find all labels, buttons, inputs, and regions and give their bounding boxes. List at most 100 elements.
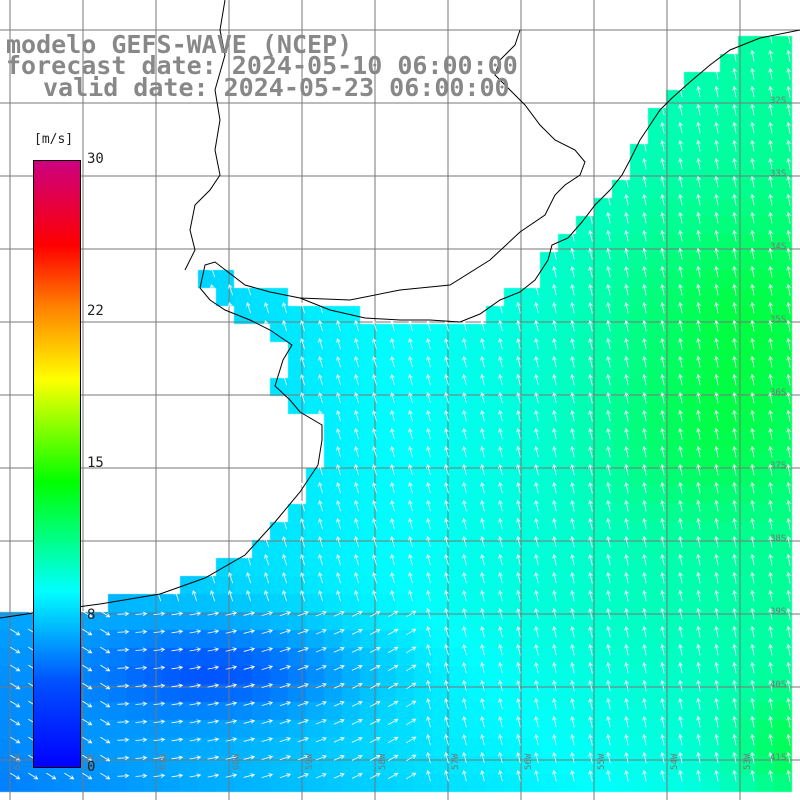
lon-label: 57W (451, 753, 461, 770)
wind-arrow (117, 701, 130, 707)
wind-arrow (624, 193, 629, 206)
wind-arrow (480, 373, 485, 386)
wind-arrow (750, 481, 755, 494)
wind-arrow (714, 733, 719, 746)
wind-arrow (678, 535, 683, 548)
wind-arrow (516, 661, 521, 674)
wind-arrow (406, 682, 417, 690)
wind-arrow (315, 755, 327, 761)
wind-arrow (768, 337, 773, 350)
wind-arrow (406, 628, 417, 636)
wind-arrow (387, 610, 399, 618)
wind-arrow (750, 337, 755, 350)
wind-arrow (372, 553, 377, 566)
wind-arrow (660, 625, 665, 638)
wind-arrow (750, 265, 755, 278)
wind-arrow (534, 643, 539, 656)
wind-arrow (678, 319, 683, 332)
wind-arrow (732, 175, 737, 188)
wind-arrow (318, 517, 324, 530)
wind-arrow (534, 481, 539, 494)
wind-arrow (786, 211, 791, 224)
wind-arrow (750, 661, 755, 674)
wind-arrow (336, 391, 341, 404)
wind-arrow (714, 175, 719, 188)
wind-arrow (279, 755, 292, 761)
wind-arrow (678, 697, 683, 710)
wind-arrow (570, 733, 575, 746)
wind-arrow (498, 589, 503, 602)
wind-arrow (696, 247, 701, 260)
wind-arrow (534, 553, 539, 566)
wind-arrow (732, 67, 737, 80)
wind-arrow (570, 535, 575, 548)
wind-arrow (333, 701, 345, 707)
wind-arrow (732, 589, 737, 602)
wind-arrow (606, 193, 611, 206)
wind-arrow (606, 535, 611, 548)
wind-arrow (171, 683, 184, 688)
wind-arrow (768, 301, 773, 314)
wind-arrow (642, 463, 647, 476)
wind-arrow (336, 535, 341, 548)
wind-arrow (246, 301, 252, 314)
wind-arrow (786, 679, 791, 692)
wind-arrow (786, 103, 791, 116)
wind-arrow (207, 719, 220, 724)
wind-arrow (318, 553, 324, 566)
wind-arrow (372, 571, 377, 584)
wind-arrow (171, 773, 184, 778)
wind-arrow (279, 647, 292, 653)
wind-arrow (624, 715, 629, 728)
wind-arrow (624, 553, 629, 566)
wind-arrow (246, 571, 252, 584)
wind-arrow (117, 737, 130, 743)
wind-arrow (408, 391, 413, 404)
wind-arrow (117, 611, 130, 617)
wind-arrow (732, 517, 737, 530)
colorbar-tick-30: 30 (87, 151, 104, 167)
wind-arrow (534, 391, 539, 404)
wind-arrow (606, 499, 611, 512)
wind-arrow (534, 301, 539, 314)
wind-arrow (642, 589, 647, 602)
wind-arrow (282, 319, 288, 332)
wind-arrow (624, 697, 629, 710)
wind-arrow (372, 463, 377, 476)
wind-arrow (660, 589, 665, 602)
wind-arrow (318, 445, 324, 458)
wind-arrow (642, 769, 647, 782)
wind-arrow (336, 427, 341, 440)
wind-arrow (387, 646, 399, 654)
wind-arrow (714, 697, 719, 710)
wind-arrow (207, 665, 220, 670)
wind-arrow (732, 715, 737, 728)
wind-arrow (588, 679, 593, 692)
wind-arrow (318, 481, 324, 494)
wind-arrow (426, 679, 431, 692)
wind-arrow (552, 751, 557, 764)
wind-arrow (570, 409, 575, 422)
wind-arrow (297, 647, 309, 653)
wind-arrow (768, 499, 773, 512)
wind-arrow (225, 611, 238, 616)
wind-arrow (732, 139, 737, 152)
wind-arrow (354, 463, 359, 476)
wind-arrow (660, 121, 665, 134)
wind-arrow (696, 535, 701, 548)
wind-arrow (606, 247, 611, 260)
wind-arrow (117, 647, 130, 653)
wind-arrow (714, 625, 719, 638)
wind-arrow (225, 773, 238, 778)
wind-arrow (696, 265, 701, 278)
wind-arrow (552, 391, 557, 404)
wind-arrow (642, 265, 647, 278)
wind-arrow (678, 157, 683, 170)
wind-arrow (570, 301, 575, 314)
wind-arrow (552, 715, 557, 728)
wind-arrow (732, 697, 737, 710)
wind-arrow (786, 175, 791, 188)
wind-arrow (786, 265, 791, 278)
wind-arrow (570, 715, 575, 728)
wind-arrow (225, 665, 238, 670)
